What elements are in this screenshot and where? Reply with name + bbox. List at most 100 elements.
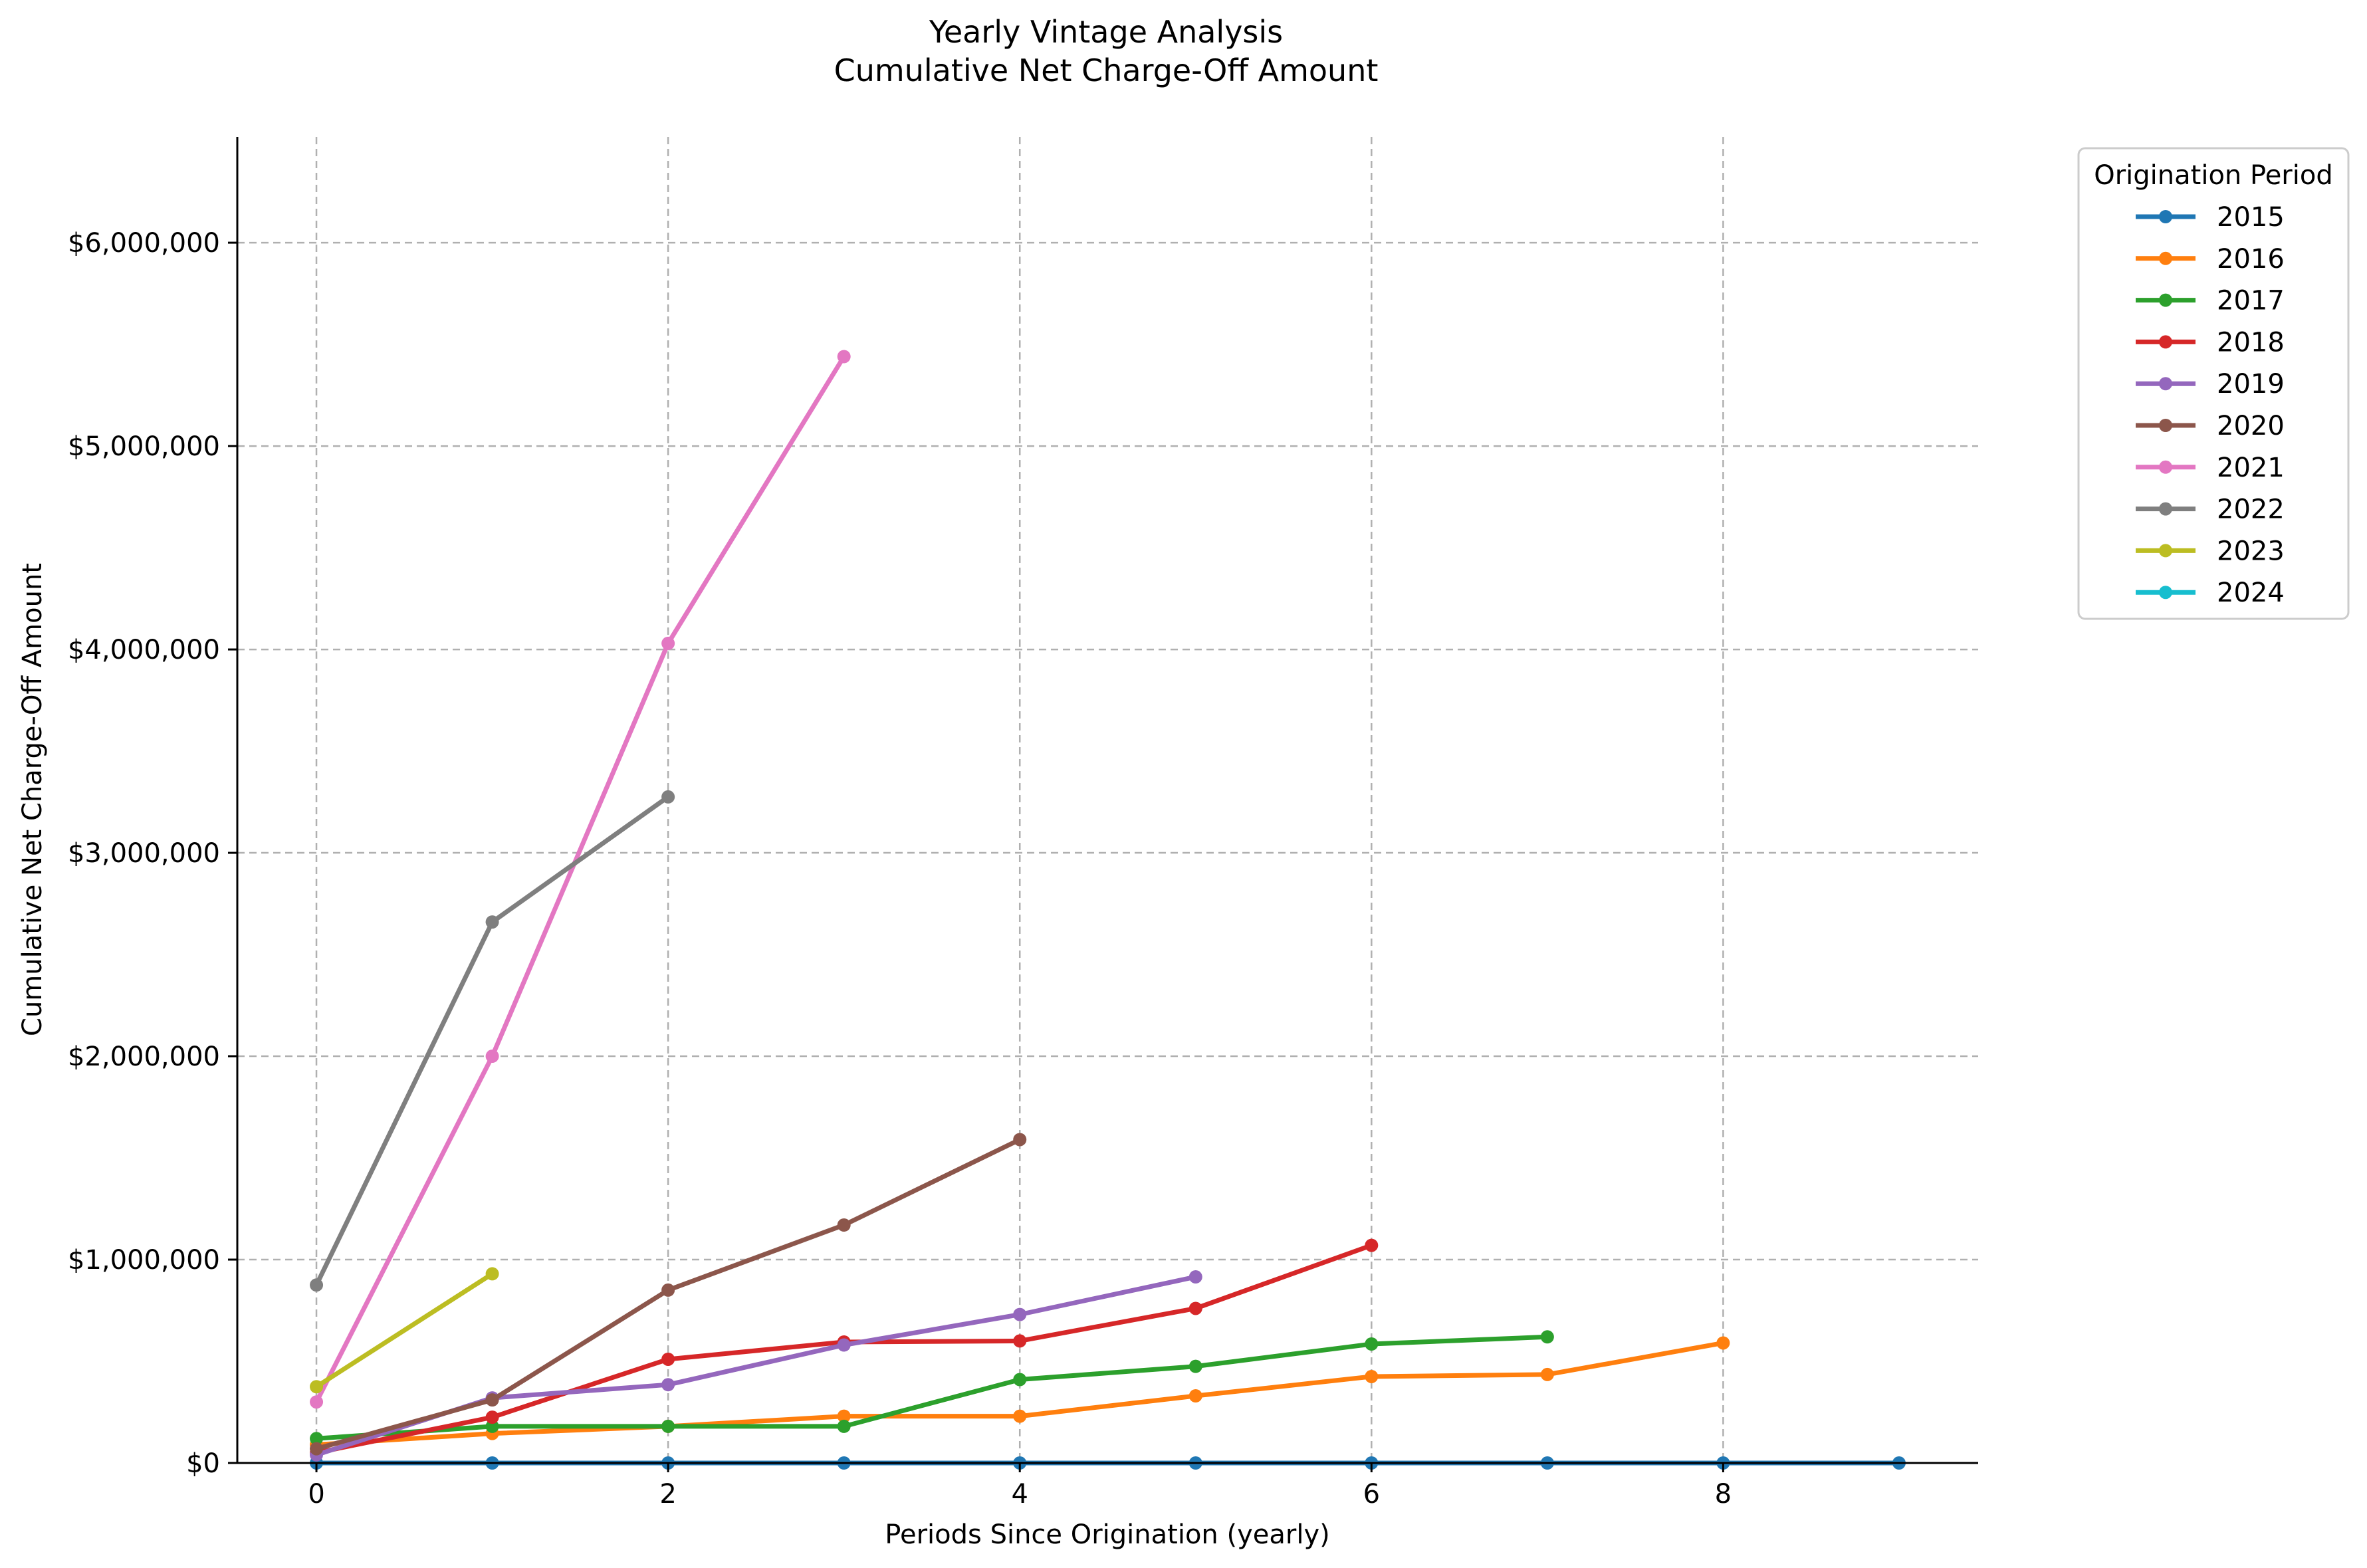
data-point-2018	[1188, 1301, 1202, 1315]
data-point-2020	[837, 1218, 851, 1232]
legend-item-2022: 2022	[2136, 495, 2285, 525]
legend-item-2016: 2016	[2136, 244, 2285, 275]
y-tick-label: $4,000,000	[68, 635, 220, 665]
data-point-2017	[310, 1432, 324, 1446]
legend-swatch-marker	[2159, 335, 2172, 349]
legend-label: 2023	[2217, 536, 2285, 566]
data-point-2020	[1013, 1133, 1027, 1147]
legend-swatch-marker	[2159, 251, 2172, 265]
y-axis-label: Cumulative Net Charge-Off Amount	[17, 563, 48, 1036]
legend-item-2023: 2023	[2136, 536, 2285, 566]
legend-label: 2019	[2217, 369, 2285, 399]
series-2021	[310, 350, 851, 1409]
legend-label: 2015	[2217, 202, 2285, 233]
data-point-2022	[485, 915, 499, 929]
data-point-2016	[1188, 1389, 1202, 1403]
data-point-2017	[1013, 1373, 1027, 1387]
x-tick-label: 0	[308, 1479, 324, 1510]
data-point-2018	[661, 1352, 675, 1366]
legend-swatch-marker	[2159, 502, 2172, 516]
series-2022	[310, 790, 675, 1292]
x-axis-label: Periods Since Origination (yearly)	[885, 1519, 1329, 1550]
data-point-2021	[661, 636, 675, 650]
data-point-2016	[1013, 1409, 1027, 1423]
data-point-2023	[310, 1380, 324, 1394]
y-tick-label: $0	[186, 1448, 220, 1479]
legend-label: 2020	[2217, 411, 2285, 441]
data-point-2018	[1013, 1334, 1027, 1348]
data-point-2016	[837, 1409, 851, 1423]
data-point-2017	[661, 1419, 675, 1433]
data-point-2019	[1013, 1307, 1027, 1321]
data-point-2016	[1540, 1367, 1554, 1381]
y-tick-label: $1,000,000	[68, 1245, 220, 1276]
legend-item-2019: 2019	[2136, 369, 2285, 399]
legend-title: Origination Period	[2094, 160, 2332, 191]
legend-frame	[2077, 147, 2350, 620]
data-point-2018	[1365, 1238, 1379, 1252]
y-tick-label: $2,000,000	[68, 1042, 220, 1072]
legend-label: 2017	[2217, 286, 2285, 316]
data-point-2017	[1540, 1330, 1554, 1344]
legend-item-2024: 2024	[2136, 578, 2285, 608]
legend-swatch-marker	[2159, 544, 2172, 558]
series-2023	[310, 1267, 499, 1394]
legend-swatch-marker	[2159, 293, 2172, 307]
legend-label: 2018	[2217, 327, 2285, 358]
y-tick-label: $5,000,000	[68, 431, 220, 462]
legend-item-2017: 2017	[2136, 286, 2285, 316]
data-point-2021	[837, 350, 851, 364]
legend-label: 2022	[2217, 495, 2285, 525]
series-line-2017	[314, 1334, 1550, 1441]
series-line-2021	[314, 354, 847, 1404]
legend: Origination Period 201520162017201820192…	[2077, 147, 2350, 620]
chart-title-line-2: Cumulative Net Charge-Off Amount	[834, 53, 1379, 88]
y-tick-label: $6,000,000	[68, 228, 220, 259]
x-axis-ticks: 0 2 4 6 8	[308, 1463, 1732, 1510]
legend-label: 2021	[2217, 453, 2285, 483]
legend-item-2021: 2021	[2136, 453, 2285, 483]
data-point-2022	[310, 1278, 324, 1292]
x-tick-label: 2	[659, 1479, 676, 1510]
data-point-2023	[485, 1267, 499, 1281]
data-point-2016	[1716, 1336, 1730, 1350]
legend-item-2020: 2020	[2136, 411, 2285, 441]
series-2020	[310, 1133, 1027, 1456]
legend-items: 2015 2016 2017 2018 2019 2020 2021 2022 2023 2024	[2136, 202, 2285, 608]
legend-swatch-marker	[2159, 377, 2172, 391]
data-point-2017	[485, 1419, 499, 1433]
data-point-2020	[661, 1283, 675, 1297]
data-point-2018	[485, 1410, 499, 1424]
legend-swatch-marker	[2159, 460, 2172, 474]
series-layer	[310, 350, 1906, 1470]
legend-swatch-marker	[2159, 210, 2172, 223]
series-2017	[310, 1330, 1554, 1446]
data-point-2019	[661, 1378, 675, 1392]
data-point-2020	[485, 1393, 499, 1407]
x-tick-label: 8	[1715, 1479, 1732, 1510]
y-tick-label: $3,000,000	[68, 838, 220, 869]
data-point-2017	[837, 1419, 851, 1433]
data-point-2019	[837, 1338, 851, 1352]
legend-item-2018: 2018	[2136, 327, 2285, 358]
data-point-2021	[310, 1395, 324, 1409]
series-2019	[310, 1270, 1202, 1462]
legend-swatch-marker	[2159, 419, 2172, 432]
data-point-2019	[1188, 1270, 1202, 1284]
series-line-2023	[314, 1271, 495, 1389]
x-tick-label: 4	[1012, 1479, 1028, 1510]
data-point-2020	[310, 1442, 324, 1456]
legend-label: 2024	[2217, 578, 2285, 608]
x-tick-label: 6	[1363, 1479, 1380, 1510]
legend-label: 2016	[2217, 244, 2285, 275]
y-axis-ticks: $0 $1,000,000 $2,000,000 $3,000,000 $4,000,0…	[68, 228, 237, 1479]
legend-item-2015: 2015	[2136, 202, 2285, 233]
series-line-2022	[314, 794, 671, 1288]
data-point-2017	[1188, 1359, 1202, 1373]
data-point-2022	[661, 790, 675, 804]
data-point-2017	[1365, 1337, 1379, 1351]
legend-swatch-marker	[2159, 586, 2172, 600]
data-point-2021	[485, 1050, 499, 1064]
gridlines	[237, 137, 1978, 1463]
